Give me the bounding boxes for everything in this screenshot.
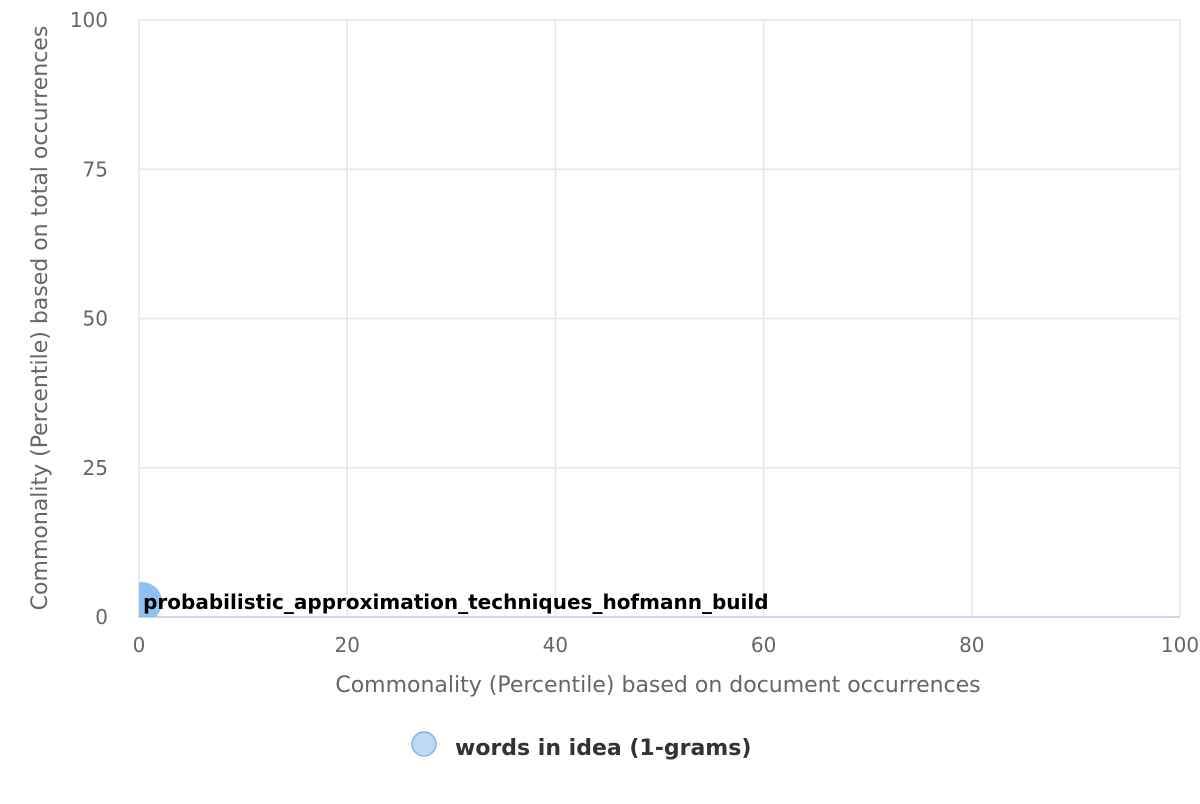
y-axis-title: Commonality (Percentile) based on total … xyxy=(28,26,53,611)
y-tick-label: 25 xyxy=(83,456,108,480)
point-labels: probabilistic_approximation_techniques_h… xyxy=(143,590,768,614)
x-tick-label: 60 xyxy=(751,633,776,657)
x-axis-title: Commonality (Percentile) based on docume… xyxy=(335,673,980,698)
x-tick-label: 80 xyxy=(959,633,984,657)
legend[interactable]: words in idea (1-grams) xyxy=(411,731,751,761)
x-tick-label: 0 xyxy=(133,633,146,657)
y-tick-label: 75 xyxy=(83,157,108,181)
y-tick-label: 0 xyxy=(95,605,108,629)
legend-marker xyxy=(411,731,437,757)
data-point-label: probabilistic_approximation_techniques_h… xyxy=(143,590,768,614)
axes: 0 20 40 60 80 100 0 25 50 75 100 xyxy=(70,8,1199,657)
grid xyxy=(138,19,1181,618)
y-tick-label: 100 xyxy=(70,8,108,32)
y-tick-label: 50 xyxy=(83,307,108,331)
legend-label: words in idea (1-grams) xyxy=(455,736,751,761)
x-tick-label: 100 xyxy=(1161,633,1199,657)
data-points xyxy=(122,582,163,622)
x-tick-label: 20 xyxy=(334,633,359,657)
data-point[interactable] xyxy=(122,582,163,622)
x-tick-label: 40 xyxy=(543,633,568,657)
